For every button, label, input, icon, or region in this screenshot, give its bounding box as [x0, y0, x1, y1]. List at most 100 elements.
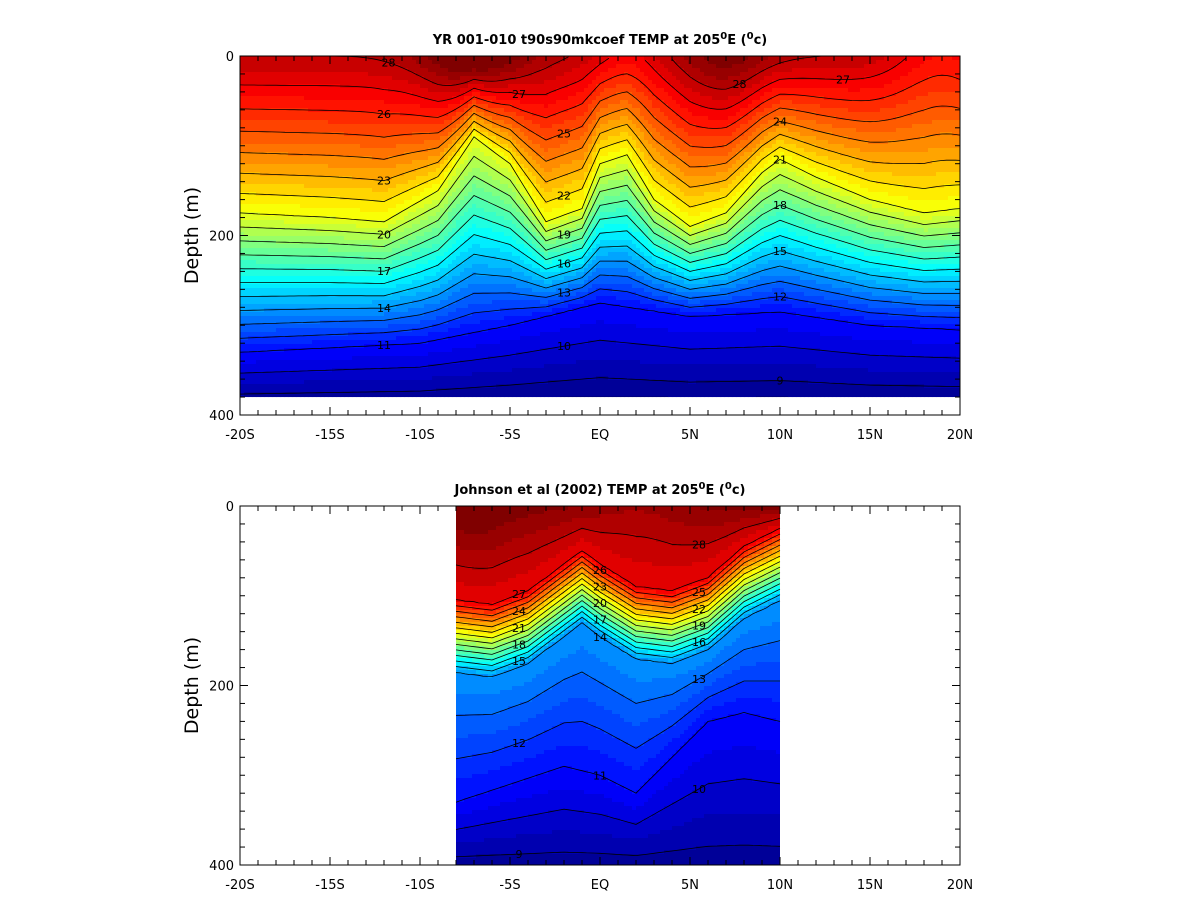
contour-line-26: [455, 533, 781, 611]
x-tick-label: -5S: [499, 428, 520, 443]
contour-line-27: [239, 57, 610, 102]
axis-ticks: [239, 55, 961, 416]
contour-line-18: [455, 577, 781, 655]
contour-label-11: 11: [593, 769, 607, 782]
x-tick-label: -5S: [499, 878, 520, 893]
contour-line-15: [240, 245, 961, 297]
x-tick-label: -10S: [405, 878, 435, 893]
x-tick-label: EQ: [591, 878, 609, 893]
panel-model-temperature: 9 10 11 12 13 14 15 16 17 18 19 20 21 22 23 24 25 26 27 27 2…: [181, 31, 973, 444]
contour-label-13: 13: [692, 673, 706, 686]
y-tick-label: 0: [226, 50, 234, 65]
x-tick-label: -10S: [405, 428, 435, 443]
contour-line-27: [455, 527, 781, 606]
contour-label-23: 23: [377, 175, 391, 188]
contour-line-10: [455, 778, 781, 830]
contour-line-23: [239, 120, 961, 188]
contour-line-24: [239, 108, 961, 168]
y-tick-label: 200: [209, 680, 234, 695]
contour-label-26: 26: [377, 108, 391, 121]
contour-label-18: 18: [773, 199, 787, 212]
x-tick-label: 20N: [947, 428, 973, 443]
contour-label-15: 15: [512, 655, 526, 668]
contour-line-17: [239, 214, 961, 272]
contour-label-25: 25: [692, 586, 706, 599]
contour-line-27: [644, 57, 907, 110]
contour-line-21: [455, 561, 781, 639]
contour-line-24: [455, 544, 781, 622]
contour-line-25: [455, 539, 781, 617]
contour-label-11: 11: [377, 339, 391, 352]
axis-ticks: [239, 505, 961, 866]
contour-label-22: 22: [557, 190, 571, 203]
contour-line-28: [455, 517, 781, 569]
contour-label-19: 19: [557, 229, 571, 242]
x-tick-label: 10N: [767, 428, 793, 443]
contour-line-19: [239, 175, 961, 248]
contour-line-20: [455, 566, 781, 644]
contour-line-23: [455, 550, 781, 628]
contour-label-21: 21: [512, 622, 526, 635]
contour-line-26: [239, 73, 961, 129]
contour-label-14: 14: [593, 631, 607, 644]
contour-label-12: 12: [773, 291, 787, 304]
x-tick-label: -20S: [225, 428, 255, 443]
contour-line-28: [671, 55, 821, 90]
contour-line-22: [239, 128, 961, 208]
temperature-field: [240, 56, 960, 398]
x-tick-label: -20S: [225, 878, 255, 893]
contour-line-11: [455, 711, 781, 803]
contour-label-17: 17: [593, 614, 607, 627]
x-tick-label: 15N: [857, 428, 883, 443]
x-tick-label: 20N: [947, 878, 973, 893]
x-tick-label: 5N: [681, 428, 699, 443]
y-tick-label: 400: [209, 859, 234, 874]
contour-label-10: 10: [557, 340, 571, 353]
contour-line-13: [455, 640, 781, 716]
contour-line-15: [455, 594, 781, 672]
contour-line-22: [455, 555, 781, 633]
y-axis-label: Depth (m): [181, 637, 203, 734]
x-tick-label: 10N: [767, 878, 793, 893]
contour-label-17: 17: [377, 265, 391, 278]
contour-line-19: [455, 572, 781, 650]
contour-line-9: [455, 844, 781, 858]
contour-label-16: 16: [692, 636, 706, 649]
y-tick-label: 200: [209, 230, 234, 245]
contour-line-20: [239, 155, 961, 236]
contour-line-25: [239, 91, 961, 148]
contour-line-17: [455, 583, 781, 661]
contour-line-10: [239, 339, 961, 374]
contour-label-23: 23: [593, 580, 607, 593]
contour-line-13: [239, 274, 961, 325]
contour-label-12: 12: [512, 737, 526, 750]
y-tick-label: 400: [209, 409, 234, 424]
contour-line-12: [239, 288, 961, 339]
x-tick-label: EQ: [591, 428, 609, 443]
contour-line-16: [240, 230, 961, 284]
contour-labels: 9 10 11 12 13 14 15 16 17 18 19 20 21 22 23 24 25 26 27 27 2…: [377, 57, 850, 388]
contour-line-16: [455, 588, 781, 666]
contour-label-18: 18: [512, 638, 526, 651]
x-tick-label: 5N: [681, 878, 699, 893]
temperature-field: [456, 506, 780, 865]
contour-label-9: 9: [777, 375, 784, 388]
x-tick-label: -15S: [315, 428, 345, 443]
contour-label-28: 28: [733, 78, 747, 91]
isotherm-contours: [239, 55, 961, 395]
contour-label-20: 20: [593, 597, 607, 610]
x-tick-label: -15S: [315, 878, 345, 893]
isotherm-contours: [455, 517, 781, 858]
contour-line-21: [239, 136, 961, 227]
contour-label-9: 9: [516, 848, 523, 861]
contour-label-15: 15: [773, 245, 787, 258]
contour-labels: 9 10 11 12 13 14 15 16 17 18 19 20 21 22 23 24 25 26 27 28: [512, 538, 706, 861]
contour-label-20: 20: [377, 228, 391, 241]
y-tick-label: 0: [226, 500, 234, 515]
contour-line-11: [239, 302, 961, 353]
contour-label-27: 27: [836, 73, 850, 86]
contour-label-10: 10: [692, 783, 706, 796]
y-axis-label: Depth (m): [181, 187, 203, 284]
contour-line-14: [240, 260, 960, 311]
